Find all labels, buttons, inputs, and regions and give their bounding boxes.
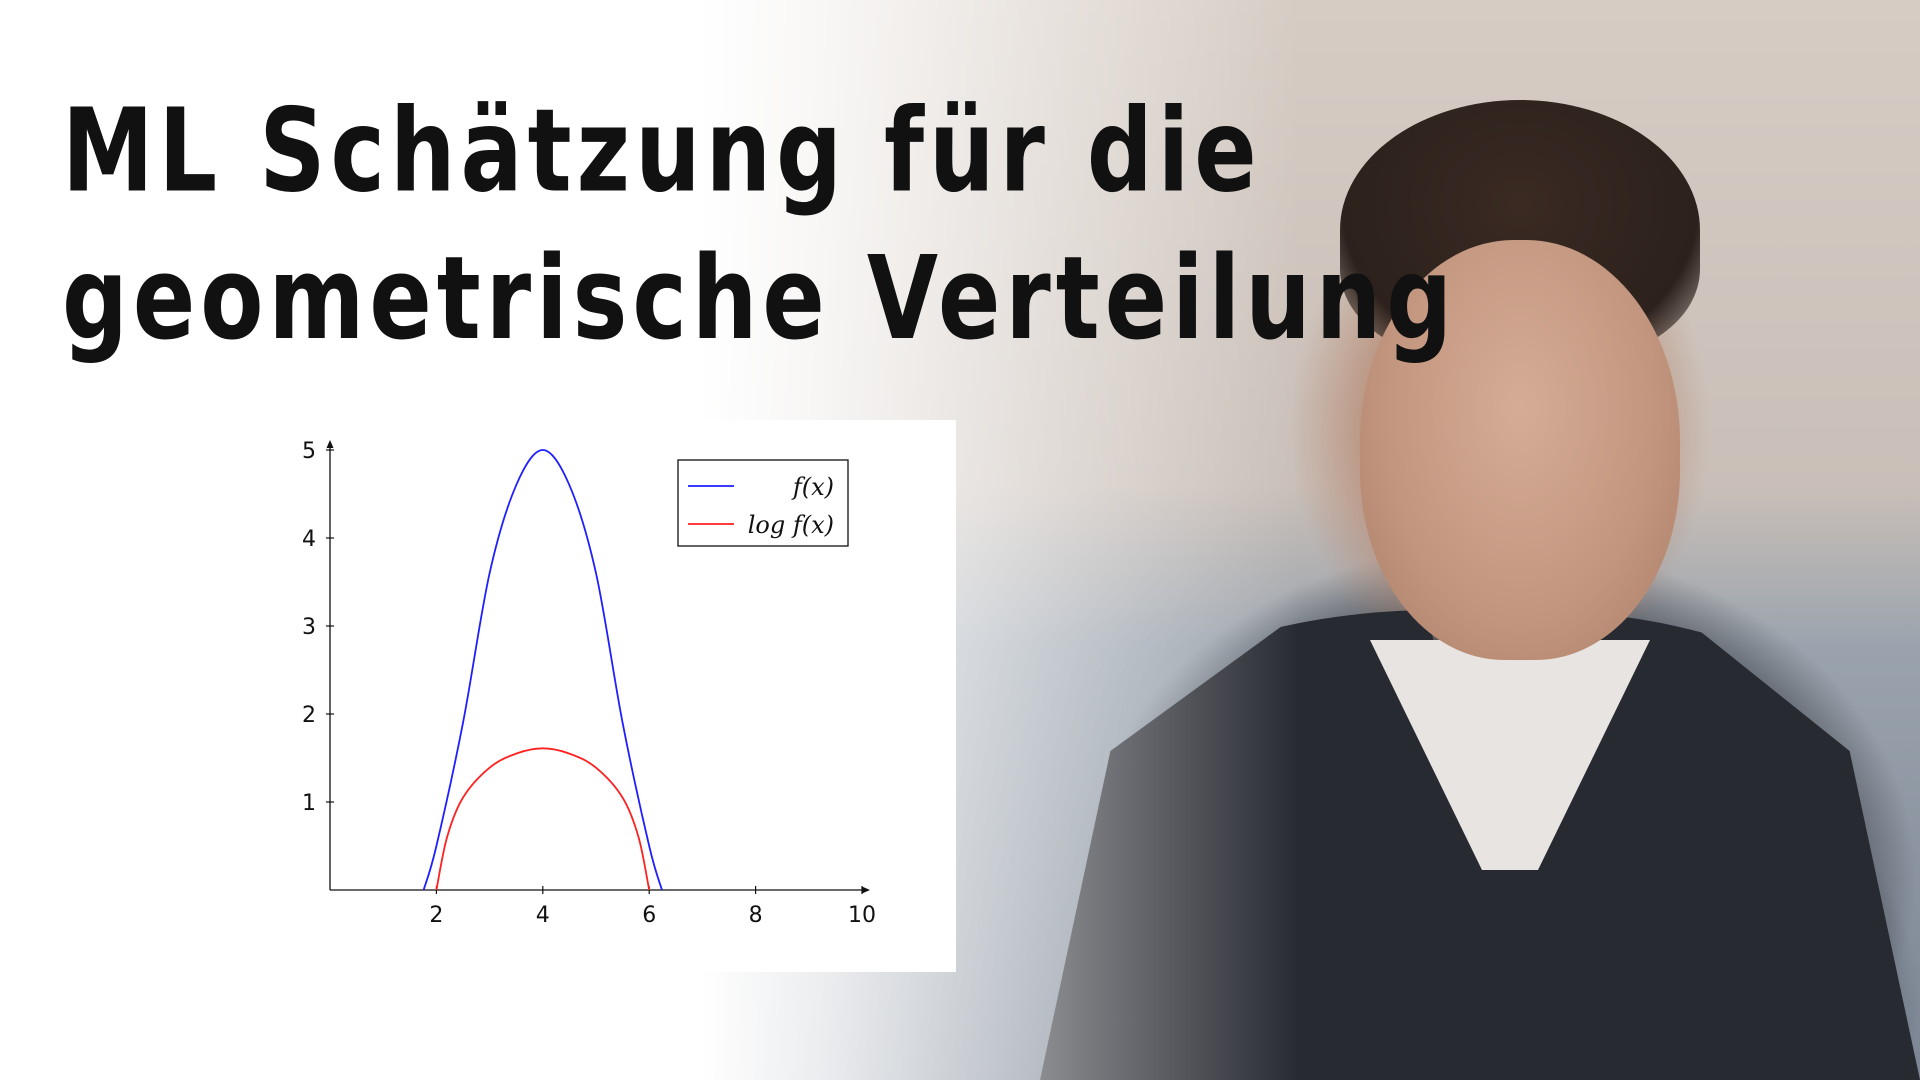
y-tick-label: 5 [302, 439, 316, 464]
y-tick-label: 4 [302, 527, 316, 552]
x-tick-label: 10 [848, 903, 876, 928]
legend-box [677, 459, 849, 547]
x-tick-label: 8 [749, 903, 763, 928]
y-tick-label: 1 [302, 791, 316, 816]
x-tick-label: 2 [429, 903, 443, 928]
x-axis-arrow [862, 886, 870, 894]
y-axis-arrow [326, 440, 334, 448]
legend-entry-label: f(x) [791, 473, 834, 501]
y-tick-label: 3 [302, 615, 316, 640]
y-tick-label: 2 [302, 703, 316, 728]
thumbnail-title: ML Schätzung für die geometrische Vertei… [62, 78, 1457, 373]
x-tick-label: 4 [536, 903, 550, 928]
title-line-2: geometrische Verteilung [62, 231, 1458, 366]
x-tick-label: 6 [642, 903, 656, 928]
chart-panel: 2 4 6 8 10 1 2 3 4 5 f(x) log f(x) [262, 420, 956, 972]
legend-entry-label: log f(x) [748, 511, 834, 539]
presenter-face [1360, 240, 1680, 660]
series-line-log-f [435, 747, 651, 891]
series-line-f [422, 449, 663, 891]
title-line-1: ML Schätzung für die [62, 84, 1262, 218]
